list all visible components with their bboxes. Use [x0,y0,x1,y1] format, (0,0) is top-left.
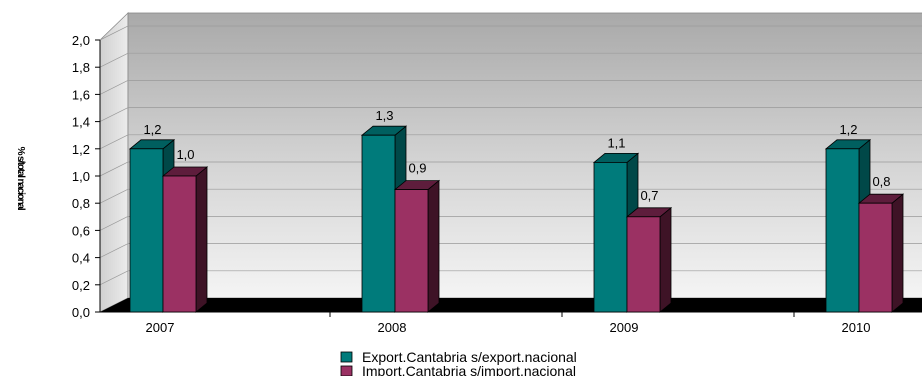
legend: Export.Cantabria s/export.nacional Impor… [340,349,577,376]
legend-label-import: Import.Cantabria s/import.nacional [362,363,576,376]
y-tick-label: 1,4 [72,115,90,130]
data-label: 1,1 [607,135,625,150]
bar-front [361,134,396,313]
legend-swatch-import [340,365,353,376]
bar-side [427,179,440,313]
gridline [99,52,922,68]
bar-side [659,206,672,313]
bar [857,193,905,313]
y-tick-label: 1,6 [72,87,90,102]
data-label: 1,0 [176,147,194,162]
data-label: 1,2 [143,122,161,137]
bar-front [626,216,661,313]
x-category-label: 2008 [378,320,407,335]
x-category-label: 2010 [842,320,871,335]
data-label: 0,7 [640,188,658,203]
gridline [99,188,922,204]
side-wall [99,12,129,313]
bar-front [129,148,164,313]
y-axis-label: % s/total nacional [15,147,26,211]
data-label: 0,9 [408,161,426,176]
y-tick-label: 1,2 [72,142,90,157]
gridline [99,25,922,41]
legend-swatch-export [340,351,353,363]
data-label: 0,8 [872,174,890,189]
bar-side [195,166,208,313]
y-tick-label: 2,0 [72,33,90,48]
y-tick-label: 1,8 [72,60,90,75]
y-tick-label: 0,0 [72,305,90,320]
x-category-label: 2007 [146,320,175,335]
y-tick-label: 0,6 [72,223,90,238]
y-tick-label: 1,0 [72,169,90,184]
bars [128,125,905,313]
bar-front [858,202,893,313]
bar-front [593,161,628,313]
gridline [99,80,922,95]
bar-front [162,175,197,313]
bar [161,166,209,313]
gridlines [99,25,922,286]
y-ticks: 0,0 0,2 0,4 0,6 0,8 1,0 1,2 1,4 1,6 1,8 2,0 [72,33,100,320]
x-category-label: 2009 [610,320,639,335]
back-wall [127,12,922,299]
data-label: 1,2 [839,122,857,137]
bar-front [394,189,429,313]
legend-label-export: Export.Cantabria s/export.nacional [362,349,577,365]
gridline [99,107,922,122]
data-labels: 1,2 1,3 1,1 1,2 1,0 0,9 0,7 0,8 [143,108,890,203]
x-categories: 2007 2008 2009 2010 [146,312,871,335]
bar [393,179,441,313]
y-tick-label: 0,2 [72,278,90,293]
y-tick-label: 0,4 [72,251,90,266]
y-tick-label: 0,8 [72,196,90,211]
gridline [99,161,922,177]
data-label: 1,3 [375,108,393,123]
bar [625,206,673,313]
gridline [99,134,922,150]
chart-floor [100,298,922,312]
bar-front [825,148,860,313]
bar-side [891,193,904,313]
